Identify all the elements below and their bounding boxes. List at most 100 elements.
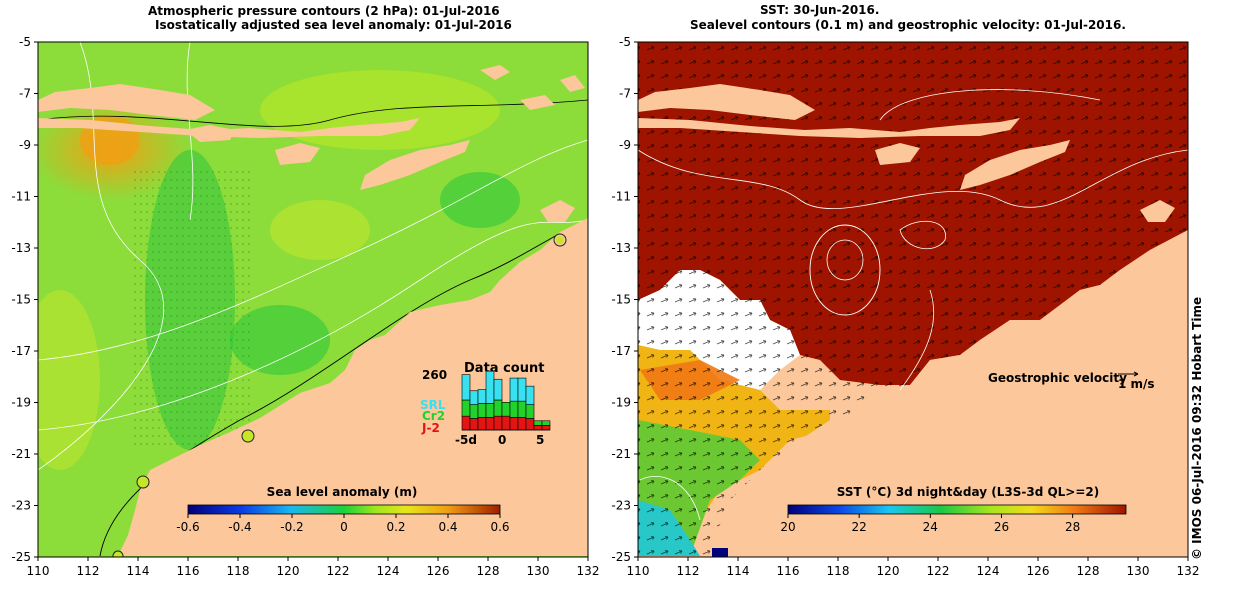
lat-label-left: -19 — [11, 396, 31, 410]
colorbar-tick-label-sla: 0.6 — [490, 520, 509, 534]
data-count-bar-srl — [517, 377, 527, 402]
data-count-xlabel-start: -5d — [455, 433, 477, 447]
coastal-island — [360, 338, 385, 365]
sumbawa-island — [185, 125, 235, 142]
data-count-bar-j-2 — [541, 425, 551, 431]
data-count-bar-cr2 — [493, 399, 503, 417]
data-count-bar-cr2 — [509, 400, 519, 418]
colorbar-tick-label-sst: 20 — [780, 520, 795, 534]
sst-colorbar-gradient — [787, 504, 1127, 515]
sumba-island — [275, 143, 320, 165]
pressure-contour-1 — [38, 42, 165, 471]
lat-label-right: -9 — [619, 138, 631, 152]
sst-sealevel-contour-3 — [879, 89, 1101, 121]
data-count-bar-j-2 — [533, 425, 543, 431]
lon-label-left: 130 — [527, 564, 550, 578]
data-count-bar-cr2 — [461, 399, 471, 417]
sla-high-anomaly-west — [38, 290, 100, 470]
lon-label-left: 110 — [27, 564, 50, 578]
lon-label-right: 114 — [727, 564, 750, 578]
lon-label-right: 126 — [1027, 564, 1050, 578]
pressure-contour-2 — [38, 139, 588, 361]
sla-high-anomaly-patch — [270, 200, 370, 260]
data-count-bar-j-2 — [493, 415, 503, 431]
lesser-sunda-islands-right — [638, 118, 1020, 138]
lat-label-left: -23 — [11, 499, 31, 513]
data-count-bar-j-2 — [517, 417, 527, 431]
lat-label-right: -21 — [611, 447, 631, 461]
lon-label-left: 118 — [227, 564, 250, 578]
data-count-bars — [461, 370, 551, 431]
lon-label-left: 116 — [177, 564, 200, 578]
credit-text: © IMOS 06-Jul-2016 09:32 Hobart Time — [1190, 296, 1204, 560]
right-title-line2: Sealevel contours (0.1 m) and geostrophi… — [690, 18, 1126, 32]
timor-island-right — [960, 140, 1070, 190]
lon-label-left: 126 — [427, 564, 450, 578]
data-count-bar-cr2 — [469, 404, 479, 419]
sla-colorbar-ticks: -0.6 -0.4 -0.2 0 0.2 0.4 0.6 — [176, 514, 510, 534]
lon-label-right: 112 — [677, 564, 700, 578]
sst-sealevel-contour-4 — [639, 476, 701, 521]
sla-contour-1 — [38, 99, 588, 127]
data-count-bar-srl — [525, 385, 535, 405]
sla-colorbar-gradient — [187, 504, 501, 515]
data-count-bar-cr2 — [485, 403, 495, 418]
pressure-contour-3 — [38, 219, 588, 431]
data-count-bar-j-2 — [461, 415, 471, 431]
tiwi-islands-right — [1140, 200, 1175, 222]
lon-label-left: 112 — [77, 564, 100, 578]
lat-label-right: -11 — [611, 190, 631, 204]
lon-label-right: 122 — [927, 564, 950, 578]
data-count-max: 260 — [422, 368, 447, 382]
data-count-bar-j-2 — [509, 417, 519, 431]
lesser-sunda-islands — [38, 118, 420, 138]
left-title-line2: Isostatically adjusted sea level anomaly… — [155, 18, 512, 32]
data-count-bar-cr2 — [517, 400, 527, 418]
data-count-bar-srl — [469, 390, 479, 405]
banda-islands — [480, 65, 585, 110]
colorbar-tick-label-sla: -0.6 — [176, 520, 199, 534]
data-count-bar-cr2 — [525, 404, 535, 419]
sla-pressure-dots — [130, 170, 250, 450]
tide-gauge-broome — [241, 429, 255, 443]
colorbar-tick-label-sla: 0.2 — [386, 520, 405, 534]
tiwi-islands — [540, 200, 575, 222]
velocity-label: Geostrophic velocity — [988, 371, 1127, 385]
colorbar-tick-label-sla: -0.2 — [280, 520, 303, 534]
sumba-island-right — [875, 143, 920, 165]
lon-label-right: 116 — [777, 564, 800, 578]
lat-label-right: -13 — [611, 241, 631, 255]
lat-label-left: -11 — [11, 190, 31, 204]
colorbar-tick-label-sst: 28 — [1065, 520, 1080, 534]
lon-label-left: 122 — [327, 564, 350, 578]
colorbar-tick-label-sla: 0 — [340, 520, 348, 534]
tide-gauge-port-hedland — [136, 475, 150, 489]
tide-gauge-onslow — [112, 550, 124, 557]
data-count-bar-j-2 — [485, 417, 495, 431]
lat-label-left: -17 — [11, 344, 31, 358]
lon-label-right: 132 — [1177, 564, 1200, 578]
lon-label-right: 118 — [827, 564, 850, 578]
colorbar-tick-label-sst: 26 — [994, 520, 1009, 534]
data-count-bar-srl — [461, 374, 471, 401]
lon-label-left: 124 — [377, 564, 400, 578]
lon-label-left: 132 — [577, 564, 600, 578]
data-count-bar-j-2 — [469, 418, 479, 431]
data-count-bar-cr2 — [477, 403, 487, 418]
lat-label-right: -15 — [611, 293, 631, 307]
data-count-bar-srl — [493, 378, 503, 401]
sst-coldest-patch — [712, 548, 728, 557]
data-count-xlabel-end: 5 — [536, 433, 544, 447]
java-island — [38, 84, 215, 120]
lon-label-right: 130 — [1127, 564, 1150, 578]
australia-landmass-right — [712, 230, 1188, 556]
sst-map: Geostrophic velocity 1 m/s — [638, 42, 1188, 557]
sst-colorbar-ticks: 20 22 24 26 28 — [780, 514, 1080, 534]
lon-label-left: 128 — [477, 564, 500, 578]
legend-cr2: Cr2 — [422, 409, 445, 423]
lat-label-right: -23 — [611, 499, 631, 513]
lat-label-right: -5 — [619, 35, 631, 49]
lat-label-left: -9 — [19, 138, 31, 152]
